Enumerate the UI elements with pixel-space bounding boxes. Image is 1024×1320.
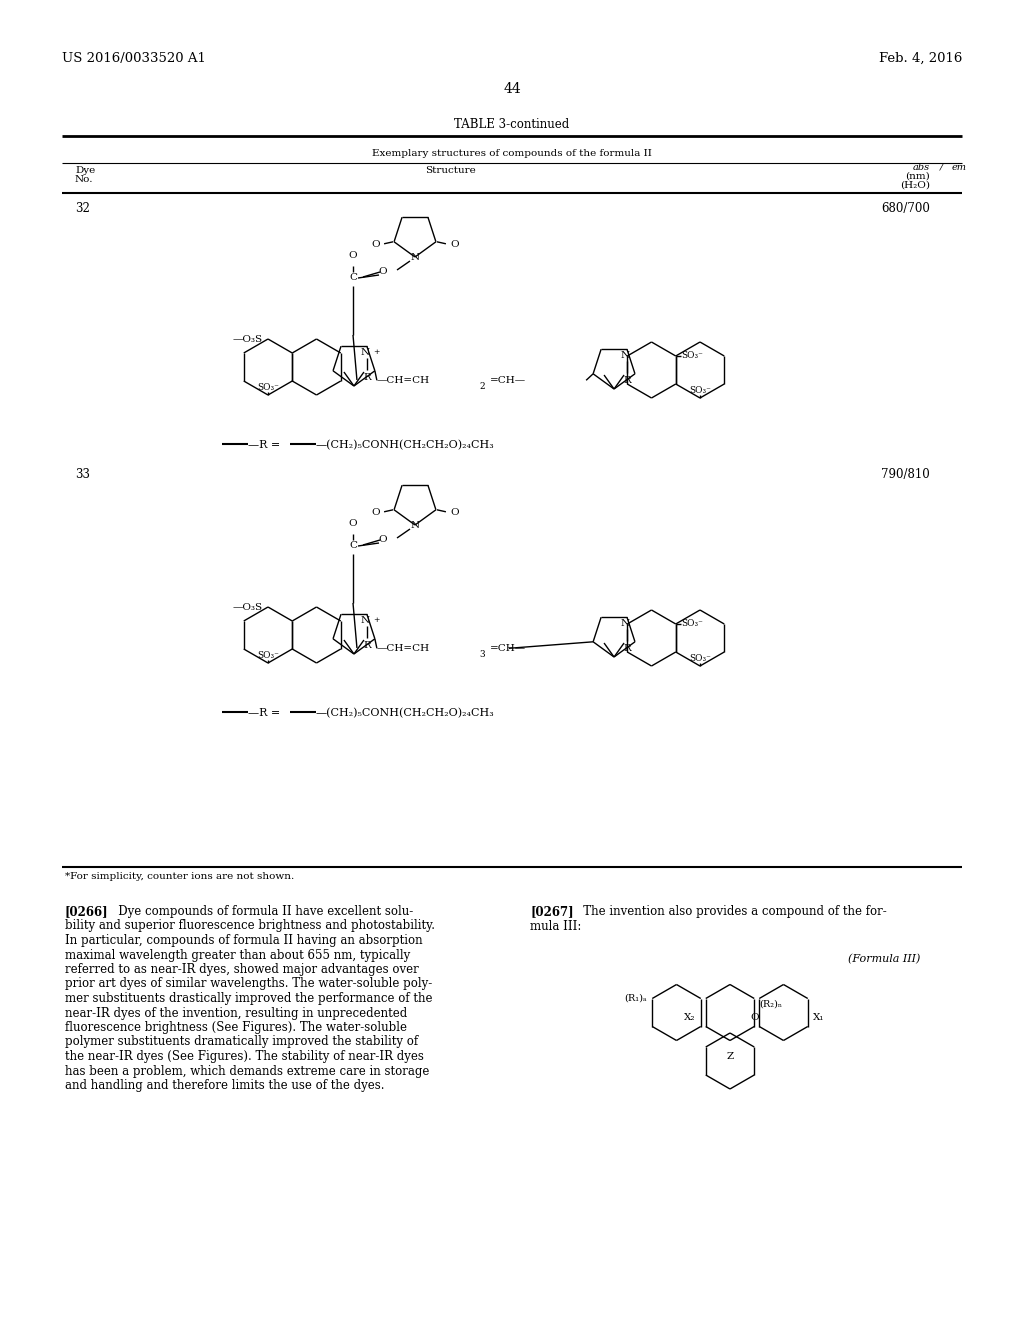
Text: The invention also provides a compound of the for-: The invention also provides a compound o… [572,906,887,917]
Text: N: N [621,351,630,360]
Text: X₁: X₁ [813,1012,824,1022]
Text: (Formula III): (Formula III) [848,953,920,964]
Text: mer substituents drastically improved the performance of the: mer substituents drastically improved th… [65,993,432,1005]
Text: [0267]: [0267] [530,906,573,917]
Text: —R =: —R = [248,708,284,718]
Text: —R =: —R = [248,440,284,450]
Text: O: O [450,508,459,517]
Text: (H₂O): (H₂O) [900,181,930,190]
Text: Z: Z [726,1052,733,1061]
Text: (R₁)ₐ: (R₁)ₐ [625,994,647,1003]
Text: =CH—: =CH— [490,644,526,653]
Text: R: R [624,376,631,385]
Text: —O₃S: —O₃S [232,602,263,611]
Text: SO₃⁻: SO₃⁻ [681,619,702,628]
Text: X₂: X₂ [684,1012,695,1022]
Text: Exemplary structures of compounds of the formula II: Exemplary structures of compounds of the… [372,149,652,158]
Text: SO₃⁻: SO₃⁻ [257,651,279,660]
Text: N: N [411,520,420,529]
Text: 32: 32 [75,202,90,215]
Text: 33: 33 [75,469,90,480]
Text: O: O [349,251,357,260]
Text: SO₃⁻: SO₃⁻ [681,351,702,360]
Text: [0266]: [0266] [65,906,109,917]
Text: maximal wavelength greater than about 655 nm, typically: maximal wavelength greater than about 65… [65,949,411,961]
Text: C: C [349,541,357,550]
Text: R: R [362,642,371,651]
Text: In particular, compounds of formula II having an absorption: In particular, compounds of formula II h… [65,935,423,946]
Text: O: O [379,268,387,276]
Text: O: O [372,508,380,517]
Text: R: R [362,374,371,383]
Text: O: O [379,536,387,544]
Text: (R₂)ₙ: (R₂)ₙ [759,999,782,1008]
Text: O: O [372,240,380,249]
Text: N: N [360,348,370,358]
Text: O: O [750,1014,759,1023]
Text: 680/700: 680/700 [881,202,930,215]
Text: bility and superior fluorescence brightness and photostability.: bility and superior fluorescence brightn… [65,920,435,932]
Text: SO₃⁻: SO₃⁻ [257,383,279,392]
Text: O: O [450,240,459,249]
Text: 44: 44 [503,82,521,96]
Text: /: / [940,162,943,172]
Text: and handling and therefore limits the use of the dyes.: and handling and therefore limits the us… [65,1078,384,1092]
Text: Feb. 4, 2016: Feb. 4, 2016 [879,51,962,65]
Text: N: N [411,252,420,261]
Text: R: R [624,644,631,653]
Text: Dye: Dye [75,166,95,176]
Text: *For simplicity, counter ions are not shown.: *For simplicity, counter ions are not sh… [65,873,294,880]
Text: 2: 2 [479,381,484,391]
Text: —(CH₂)₅CONH(CH₂CH₂O)₂₄CH₃: —(CH₂)₅CONH(CH₂CH₂O)₂₄CH₃ [316,708,495,718]
Text: No.: No. [75,176,93,183]
Text: Dye compounds of formula II have excellent solu-: Dye compounds of formula II have excelle… [106,906,414,917]
Text: —CH=CH: —CH=CH [377,644,430,653]
Text: C: C [349,273,357,282]
Text: the near-IR dyes (See Figures). The stability of near-IR dyes: the near-IR dyes (See Figures). The stab… [65,1049,424,1063]
Text: —(CH₂)₅CONH(CH₂CH₂O)₂₄CH₃: —(CH₂)₅CONH(CH₂CH₂O)₂₄CH₃ [316,440,495,450]
Text: abs: abs [912,162,930,172]
Text: SO₃⁻: SO₃⁻ [689,385,711,395]
Text: 3: 3 [479,649,484,659]
Text: —CH=CH: —CH=CH [377,376,430,385]
Text: +: + [373,348,379,356]
Text: N: N [360,616,370,626]
Text: fluorescence brightness (See Figures). The water-soluble: fluorescence brightness (See Figures). T… [65,1020,407,1034]
Text: referred to as near-IR dyes, showed major advantages over: referred to as near-IR dyes, showed majo… [65,964,419,975]
Text: Structure: Structure [425,166,475,176]
Text: (nm): (nm) [905,172,930,181]
Text: =CH—: =CH— [490,376,526,385]
Text: —O₃S: —O₃S [232,334,263,343]
Text: 790/810: 790/810 [882,469,930,480]
Text: mula III:: mula III: [530,920,582,932]
Text: O: O [349,519,357,528]
Text: near-IR dyes of the invention, resulting in unprecedented: near-IR dyes of the invention, resulting… [65,1006,408,1019]
Text: +: + [373,616,379,624]
Text: TABLE 3-continued: TABLE 3-continued [455,117,569,131]
Text: N: N [621,619,630,628]
Text: SO₃⁻: SO₃⁻ [689,653,711,663]
Text: prior art dyes of similar wavelengths. The water-soluble poly-: prior art dyes of similar wavelengths. T… [65,978,432,990]
Text: US 2016/0033520 A1: US 2016/0033520 A1 [62,51,206,65]
Text: polymer substituents dramatically improved the stability of: polymer substituents dramatically improv… [65,1035,418,1048]
Text: has been a problem, which demands extreme care in storage: has been a problem, which demands extrem… [65,1064,429,1077]
Text: em: em [952,162,967,172]
